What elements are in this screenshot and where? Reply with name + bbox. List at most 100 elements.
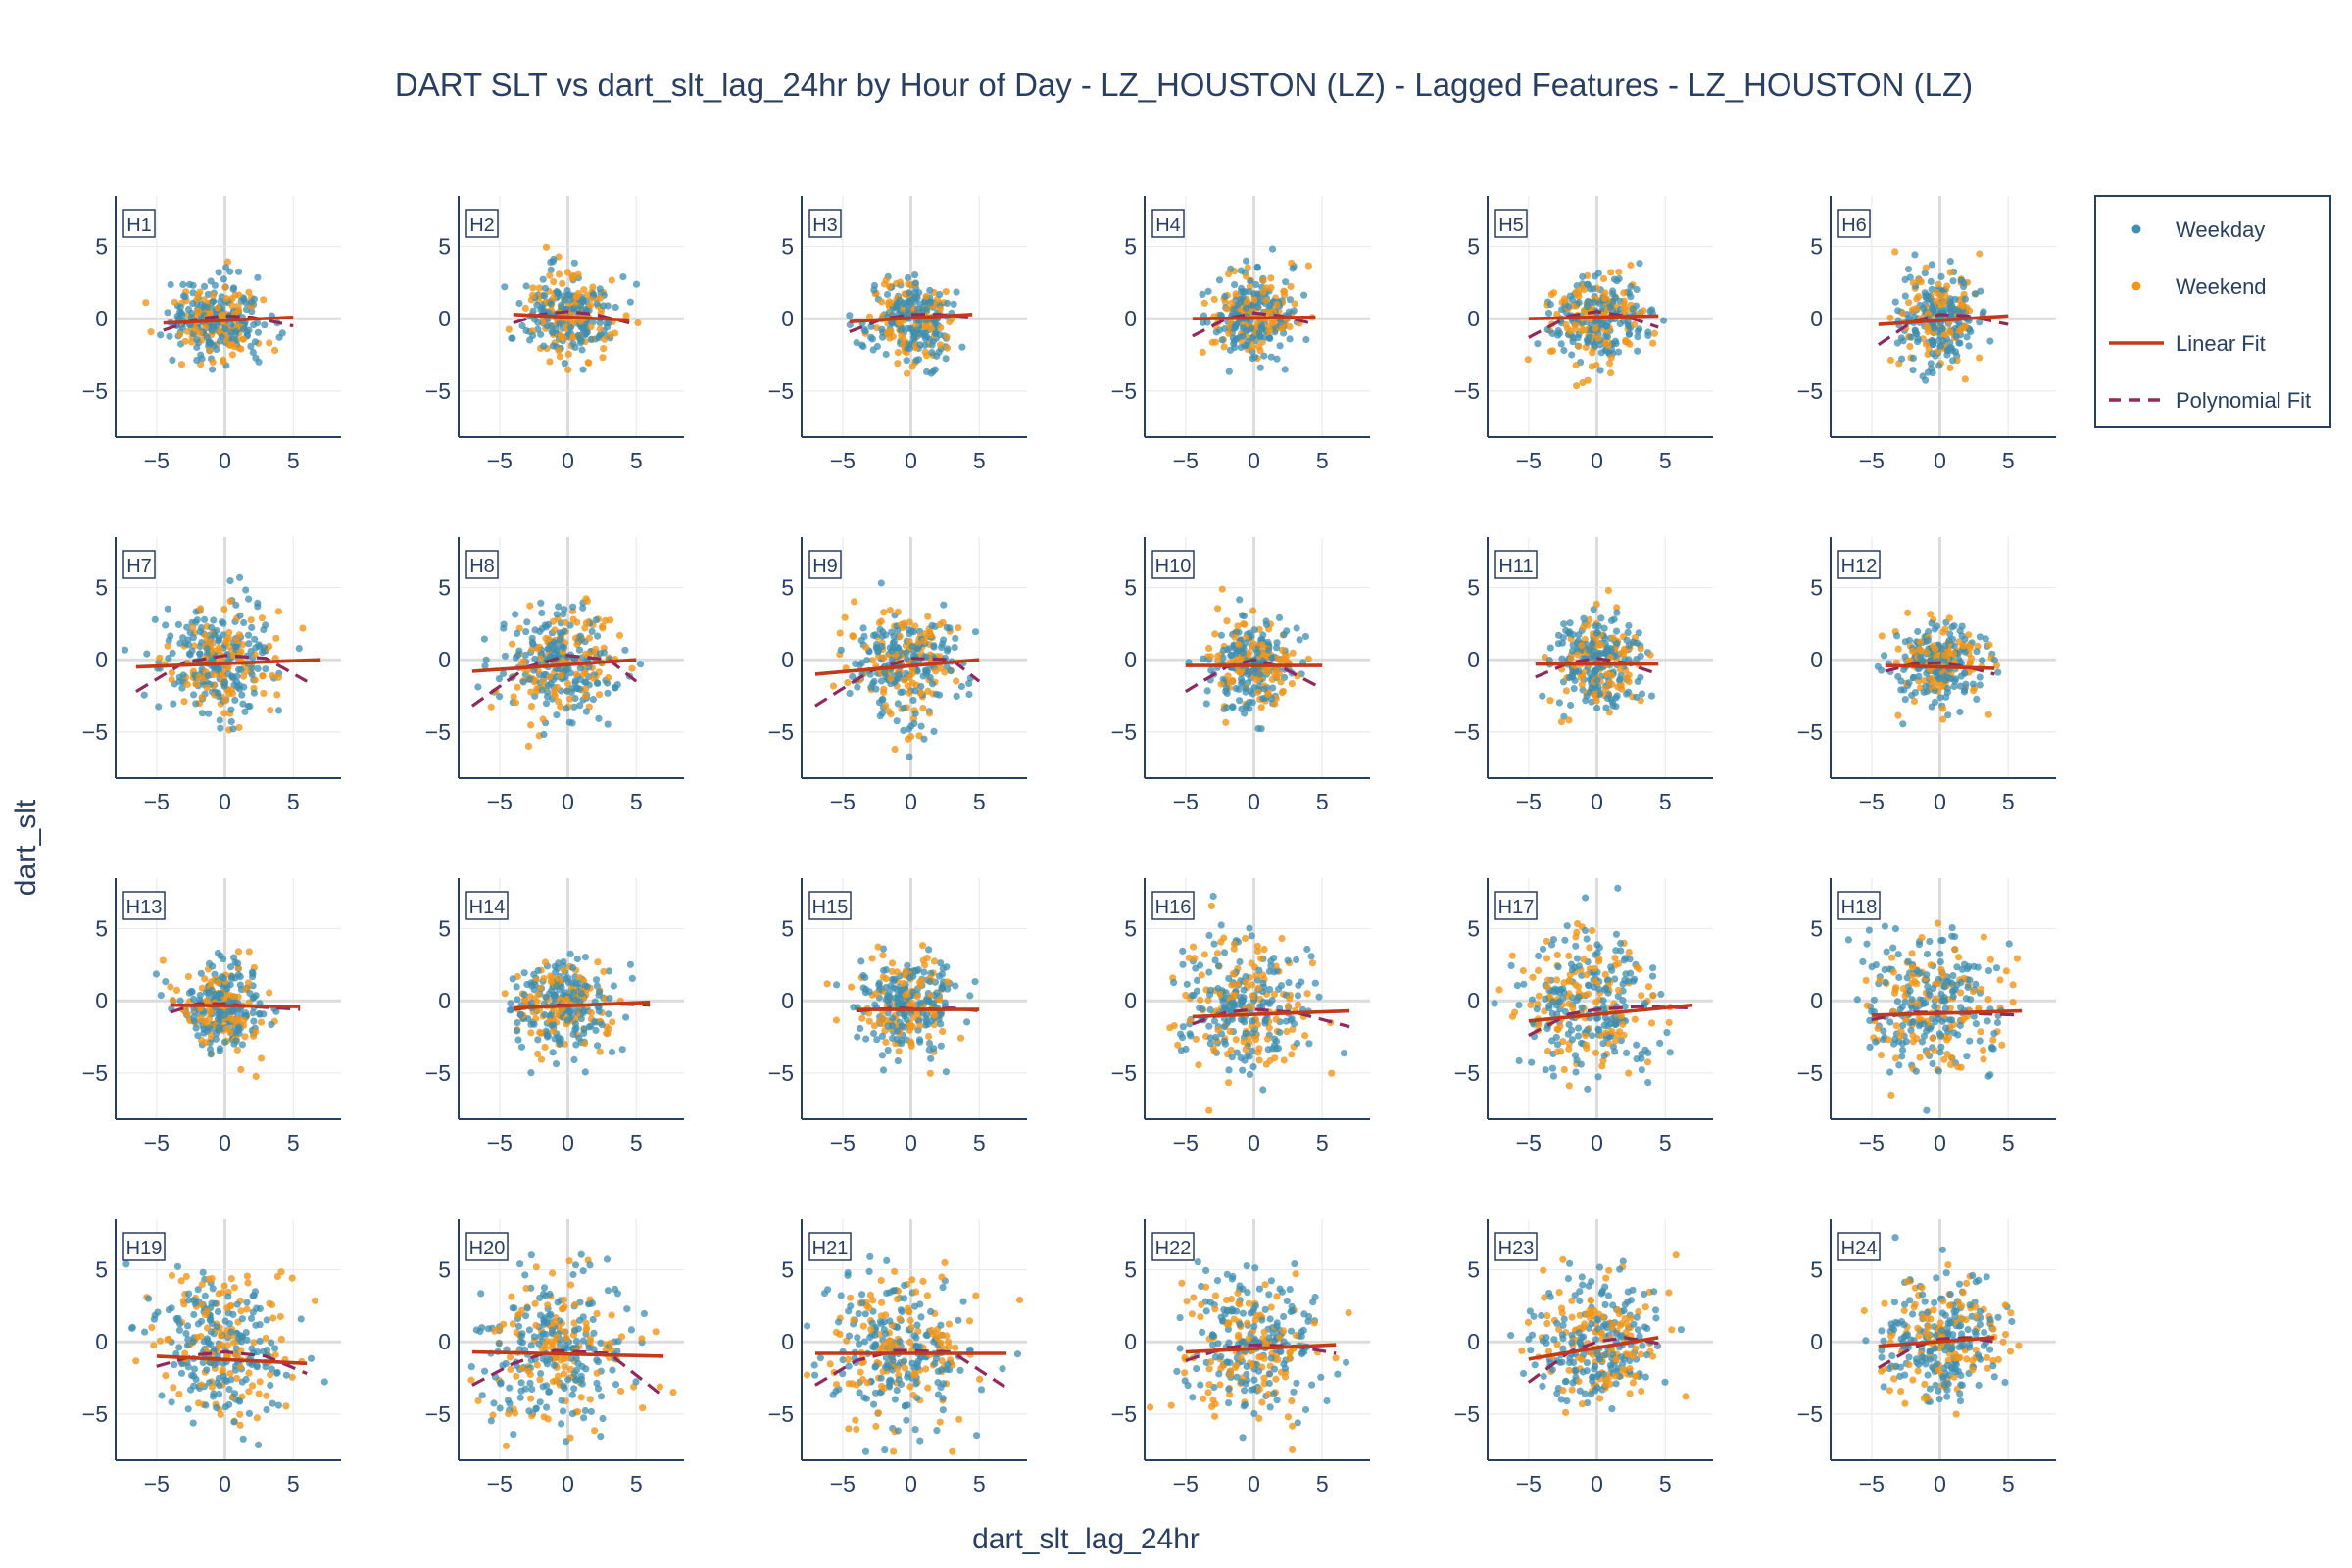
weekend-point xyxy=(1211,296,1218,303)
weekend-point xyxy=(193,681,200,688)
weekday-point xyxy=(1210,941,1217,948)
weekday-point xyxy=(930,642,937,649)
weekday-point xyxy=(1588,684,1594,691)
weekday-point xyxy=(597,285,604,292)
weekday-point xyxy=(938,644,945,651)
weekend-point xyxy=(931,1012,938,1019)
weekday-point xyxy=(1286,309,1293,316)
weekday-point xyxy=(535,967,542,974)
weekday-point xyxy=(208,624,215,631)
weekend-point xyxy=(612,329,618,336)
weekday-point xyxy=(1200,656,1206,662)
x-tick-label: 0 xyxy=(562,1130,574,1155)
y-tick-label: −5 xyxy=(1111,719,1137,745)
weekend-point xyxy=(909,363,916,369)
weekday-point xyxy=(517,1011,524,1018)
weekday-point xyxy=(180,292,187,299)
weekend-point xyxy=(1607,369,1614,376)
weekday-point xyxy=(541,292,548,299)
weekday-point xyxy=(239,1041,246,1048)
weekday-point xyxy=(1579,273,1586,280)
weekday-point xyxy=(619,273,626,280)
weekday-point xyxy=(860,633,867,640)
weekend-point xyxy=(527,1029,534,1036)
weekday-point xyxy=(567,951,574,957)
weekday-point xyxy=(1283,627,1290,634)
weekday-point xyxy=(1571,685,1578,692)
weekday-point xyxy=(870,1030,877,1037)
weekday-point xyxy=(197,628,204,635)
weekend-point xyxy=(1281,1056,1288,1063)
weekday-point xyxy=(1590,285,1596,292)
weekday-point xyxy=(1609,703,1616,710)
weekend-point xyxy=(1985,641,1992,648)
weekday-point xyxy=(1240,649,1247,656)
x-tick-label: 5 xyxy=(287,448,300,473)
y-tick-label: 5 xyxy=(438,234,451,260)
weekday-point xyxy=(226,577,233,584)
weekend-point xyxy=(1593,697,1600,704)
weekday-point xyxy=(189,300,196,307)
weekend-point xyxy=(1256,347,1263,354)
weekday-point xyxy=(248,664,255,671)
weekday-point xyxy=(1911,251,1918,258)
weekday-point xyxy=(542,285,549,292)
weekend-point xyxy=(898,621,905,628)
weekday-point xyxy=(234,683,241,690)
weekend-point xyxy=(1237,669,1244,676)
weekday-point xyxy=(177,304,184,311)
weekend-point xyxy=(1235,641,1242,648)
weekday-point xyxy=(569,604,576,611)
weekday-point xyxy=(918,723,925,730)
weekday-point xyxy=(917,341,924,348)
weekend-point xyxy=(1647,652,1654,659)
weekend-point xyxy=(170,997,176,1004)
weekday-point xyxy=(164,309,171,316)
y-tick-label: −5 xyxy=(768,719,794,745)
y-tick-label: 5 xyxy=(1467,234,1480,260)
weekday-point xyxy=(523,618,530,625)
weekday-point xyxy=(231,697,238,704)
y-tick-label: −5 xyxy=(1797,719,1823,745)
weekday-point xyxy=(627,961,634,968)
weekend-point xyxy=(258,1019,265,1026)
weekend-point xyxy=(557,353,564,360)
weekend-point xyxy=(1595,334,1602,341)
weekend-point xyxy=(902,992,908,999)
weekday-point xyxy=(877,712,884,719)
weekday-point xyxy=(563,705,569,711)
weekday-point xyxy=(1236,697,1243,704)
weekday-point xyxy=(193,336,200,343)
weekend-point xyxy=(1923,341,1930,348)
weekend-point xyxy=(178,361,185,368)
weekday-point xyxy=(889,1022,896,1029)
weekday-point xyxy=(930,1045,937,1052)
x-axis-title: dart_slt_lag_24hr xyxy=(972,1523,1200,1555)
weekend-point xyxy=(1887,357,1894,364)
x-tick-label: 0 xyxy=(905,1130,917,1155)
weekday-point xyxy=(1878,667,1885,674)
weekend-point xyxy=(1580,326,1587,333)
x-tick-label: 0 xyxy=(219,789,231,814)
weekday-point xyxy=(1949,277,1956,284)
weekday-point xyxy=(218,991,224,998)
y-tick-label: −5 xyxy=(82,719,108,745)
panel-label: H6 xyxy=(1841,215,1867,236)
weekend-point xyxy=(1606,680,1613,687)
weekday-point xyxy=(521,969,528,976)
weekday-point xyxy=(905,307,911,314)
weekday-point xyxy=(1983,635,1989,642)
scatter-points xyxy=(501,244,641,373)
weekend-point xyxy=(1214,605,1221,612)
scatter-points xyxy=(1199,246,1315,375)
weekday-point xyxy=(564,688,570,695)
weekday-point xyxy=(1944,674,1951,681)
y-tick-label: 0 xyxy=(1124,647,1137,672)
weekend-point xyxy=(600,968,607,975)
weekday-point xyxy=(229,725,236,732)
weekend-point xyxy=(1259,277,1266,284)
weekday-point xyxy=(1958,277,1965,284)
weekend-point xyxy=(597,325,604,332)
weekday-point xyxy=(971,978,978,985)
weekday-point xyxy=(1216,276,1223,283)
